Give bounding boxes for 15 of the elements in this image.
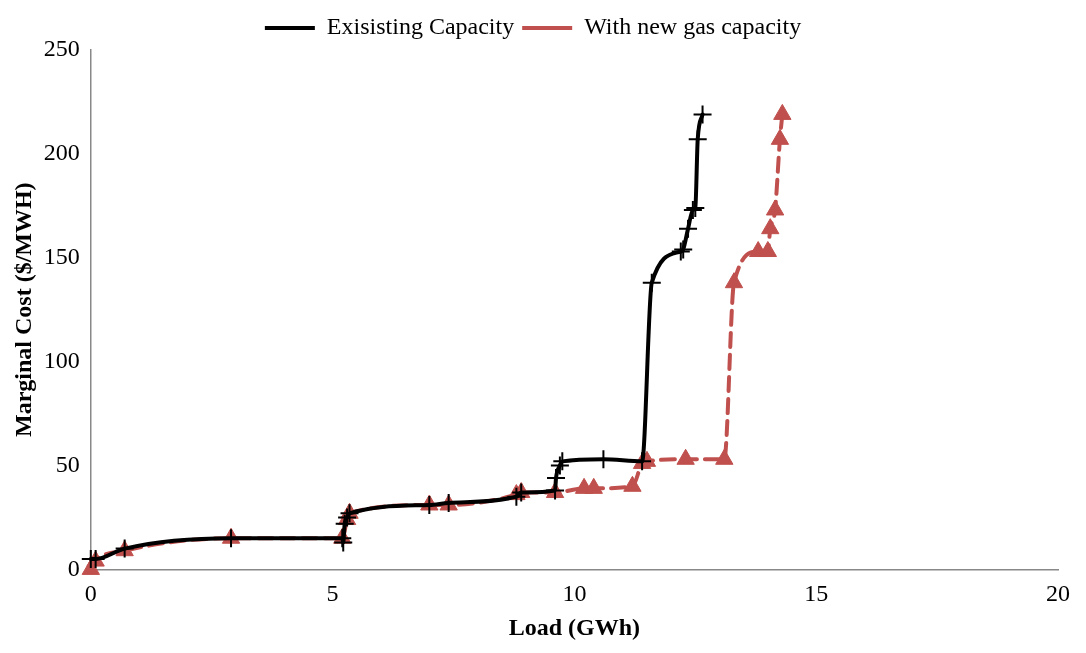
y-axis-title: Marginal Cost ($/MWH) [9,182,36,438]
y-tick-label: 150 [43,243,80,270]
x-tick-label: 15 [804,580,829,607]
x-tick-label: 5 [326,580,339,607]
x-tick-label: 10 [562,580,587,607]
x-axis-title: Load (GWh) [508,613,641,640]
y-tick-label: 200 [43,139,80,166]
y-tick-label: 100 [43,346,80,373]
legend-label: With new gas capacity [584,13,802,40]
legend-label: Exisisting Capacity [326,13,515,40]
x-tick-label: 0 [84,580,97,607]
y-tick-label: 0 [67,554,80,581]
y-tick-label: 50 [55,450,80,477]
x-tick-label: 20 [1046,580,1070,607]
y-tick-label: 250 [43,35,80,62]
